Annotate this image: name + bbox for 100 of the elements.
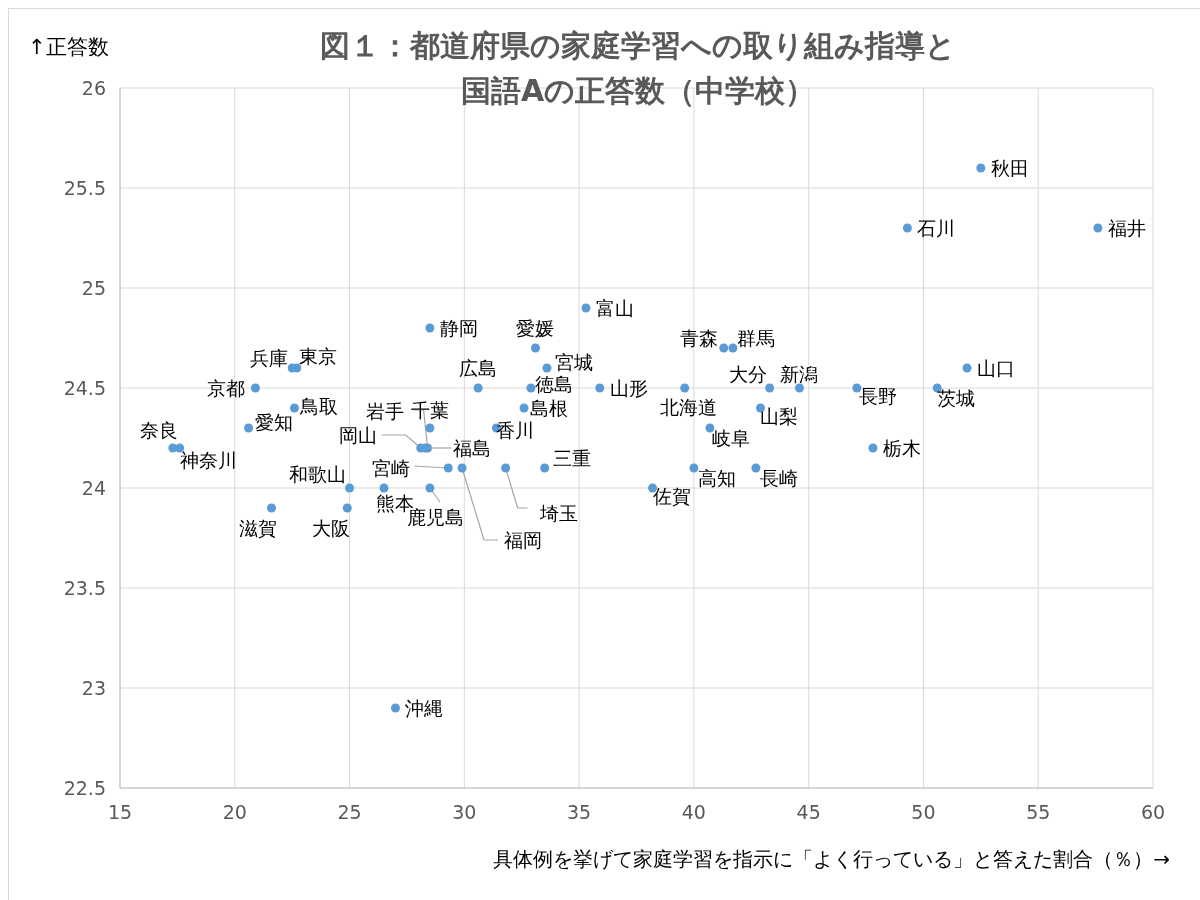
- data-label: 福井: [1107, 217, 1146, 239]
- data-label: 大分: [728, 363, 767, 385]
- x-tick-label: 50: [911, 801, 936, 823]
- point: [542, 363, 552, 373]
- point: [244, 423, 254, 433]
- x-tick-label: 40: [681, 801, 706, 823]
- data-label: 茨城: [937, 387, 976, 409]
- data-label: 山梨: [760, 405, 799, 427]
- point: [728, 343, 738, 353]
- point: [531, 343, 540, 353]
- data-label: 岩手: [365, 400, 404, 422]
- point: [962, 363, 972, 373]
- point: [526, 383, 536, 393]
- data-label: 秋田: [990, 157, 1029, 179]
- data-label: 東京: [298, 345, 337, 367]
- point: [902, 223, 912, 233]
- point: [457, 463, 467, 473]
- data-label: 静岡: [439, 317, 478, 339]
- y-tick-label: 23.5: [63, 577, 106, 599]
- y-tick-label: 25: [81, 277, 106, 299]
- data-label: 沖縄: [405, 697, 444, 719]
- point: [168, 443, 178, 453]
- data-label: 三重: [552, 447, 591, 469]
- point: [595, 383, 605, 393]
- point: [345, 483, 355, 493]
- y-tick-label: 23: [81, 677, 106, 699]
- point: [289, 403, 299, 413]
- data-label: 富山: [596, 297, 634, 319]
- point: [501, 463, 511, 473]
- point: [267, 503, 277, 513]
- data-label: 岡山: [338, 424, 377, 446]
- data-label: 岐阜: [711, 427, 750, 449]
- data-label: 群馬: [736, 327, 775, 349]
- data-label: 北海道: [660, 396, 718, 418]
- point: [425, 323, 435, 333]
- data-label: 宮城: [554, 351, 593, 373]
- data-label: 福島: [453, 437, 492, 459]
- data-label: 京都: [207, 377, 246, 399]
- x-tick-label: 45: [796, 801, 821, 823]
- data-label: 奈良: [139, 419, 178, 441]
- y-tick-label: 26: [81, 77, 106, 99]
- data-label: 青森: [679, 327, 718, 349]
- data-label: 愛知: [254, 411, 293, 433]
- data-label: 埼玉: [538, 502, 578, 524]
- data-label: 香川: [496, 419, 535, 441]
- x-axis-title: 具体例を挙げて家庭学習を指示に「よく行っている」と答えた割合（％）→: [493, 847, 1170, 871]
- y-axis-title: ↑正答数: [28, 35, 109, 59]
- x-tick-label: 25: [337, 801, 362, 823]
- y-tick-label: 24: [81, 477, 106, 499]
- data-label: 和歌山: [288, 463, 346, 485]
- point: [868, 443, 878, 453]
- point: [443, 463, 453, 473]
- data-label: 宮崎: [372, 457, 411, 479]
- point: [425, 423, 435, 433]
- data-label: 広島: [459, 357, 498, 379]
- point: [689, 463, 699, 473]
- point: [1093, 223, 1103, 233]
- x-tick-label: 35: [567, 801, 592, 823]
- y-tick-label: 25.5: [63, 177, 106, 199]
- data-label: 長野: [858, 385, 897, 407]
- data-label: 神奈川: [179, 449, 237, 471]
- x-tick-label: 20: [222, 801, 247, 823]
- x-tick-label: 15: [107, 801, 133, 823]
- point: [540, 463, 550, 473]
- chart-title: 図１：都道府県の家庭学習への取り組み指導と国語Aの正答数（中学校）: [320, 28, 956, 108]
- x-tick-label: 60: [1140, 801, 1166, 823]
- data-label: 島根: [530, 397, 569, 419]
- y-tick-label: 24.5: [63, 377, 106, 399]
- data-label: 徳島: [534, 373, 573, 395]
- point: [751, 463, 761, 473]
- x-tick-label: 55: [1026, 801, 1051, 823]
- data-label: 山形: [609, 377, 648, 399]
- point: [719, 343, 729, 353]
- data-label: 滋賀: [238, 517, 277, 539]
- point: [680, 383, 690, 393]
- data-label: 佐賀: [652, 485, 691, 507]
- data-label: 愛媛: [516, 317, 555, 339]
- point: [342, 503, 352, 513]
- data-label: 長崎: [759, 467, 798, 489]
- point: [425, 483, 435, 493]
- point: [473, 383, 483, 393]
- data-label: 高知: [697, 467, 736, 489]
- point: [519, 403, 529, 413]
- point: [390, 703, 400, 713]
- data-label: 鳥取: [299, 395, 339, 417]
- point: [250, 383, 260, 393]
- data-label: 山口: [977, 357, 1016, 379]
- point: [976, 163, 986, 173]
- point: [765, 383, 775, 393]
- data-label: 新潟: [780, 363, 819, 385]
- data-label: 石川: [917, 217, 956, 239]
- point: [581, 303, 591, 313]
- x-tick-label: 30: [452, 801, 477, 823]
- data-label: 兵庫: [250, 347, 289, 369]
- y-tick-label: 22.5: [63, 777, 106, 799]
- data-label: 千葉: [410, 399, 449, 421]
- point: [379, 483, 389, 493]
- data-label: 福岡: [504, 529, 543, 551]
- data-label: 大阪: [312, 517, 351, 539]
- data-label: 栃木: [882, 437, 921, 459]
